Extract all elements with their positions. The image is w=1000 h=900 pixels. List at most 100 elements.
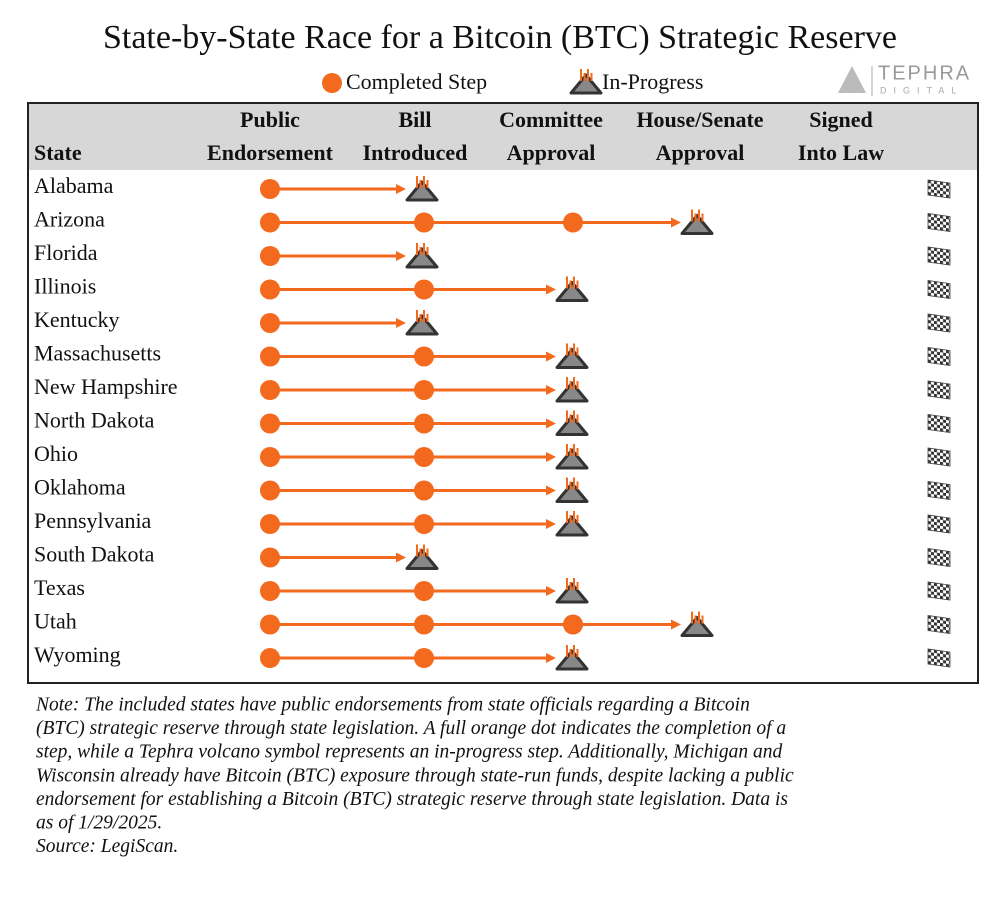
volcano bbox=[555, 511, 589, 537]
volcano bbox=[405, 176, 439, 202]
completed-dot bbox=[260, 346, 280, 367]
finish-flag bbox=[927, 648, 951, 668]
completed-dot bbox=[414, 514, 434, 534]
volcano bbox=[555, 377, 589, 403]
note-line: Note: The included states have public en… bbox=[35, 694, 750, 715]
completed-dot bbox=[260, 313, 280, 333]
state-name: Texas bbox=[34, 575, 85, 600]
legend-volcano bbox=[569, 69, 603, 95]
step-header: Approval bbox=[507, 140, 596, 165]
finish-flag bbox=[927, 179, 951, 199]
title: State-by-State Race for a Bitcoin (BTC) … bbox=[103, 19, 897, 56]
state-name: South Dakota bbox=[34, 542, 155, 567]
completed-dot bbox=[260, 212, 280, 233]
state-header: State bbox=[34, 140, 82, 165]
completed-dot bbox=[260, 480, 280, 501]
state-name: Florida bbox=[34, 240, 98, 265]
legend-completed: Completed Step bbox=[346, 69, 487, 94]
arrowhead bbox=[396, 318, 406, 328]
completed-dot bbox=[260, 413, 280, 434]
flag-cloth bbox=[927, 481, 951, 501]
step-header: Bill bbox=[398, 107, 431, 132]
volcano-cone bbox=[405, 314, 439, 336]
flag-cloth bbox=[927, 380, 951, 400]
finish-flag bbox=[927, 246, 951, 266]
finish-flag bbox=[927, 514, 951, 534]
volcano bbox=[405, 544, 439, 570]
arrowhead bbox=[546, 284, 556, 295]
flag-cloth bbox=[927, 648, 951, 668]
volcano-cone bbox=[405, 180, 439, 202]
volcano-cone bbox=[555, 582, 589, 604]
completed-dot bbox=[260, 447, 280, 467]
volcano bbox=[555, 477, 589, 503]
completed-dot bbox=[563, 212, 583, 233]
volcano bbox=[555, 343, 589, 369]
flag-cloth bbox=[927, 347, 951, 367]
completed-dot bbox=[414, 614, 434, 635]
completed-dot bbox=[414, 447, 434, 467]
completed-dot bbox=[260, 179, 280, 199]
finish-flag bbox=[927, 414, 951, 434]
flag-cloth bbox=[927, 447, 951, 467]
flag-cloth bbox=[927, 280, 951, 300]
flag-cloth bbox=[927, 548, 951, 568]
legend-in-progress: In-Progress bbox=[602, 69, 703, 94]
completed-dot bbox=[414, 380, 434, 400]
logo: TEPHRA DIGITAL bbox=[838, 62, 969, 96]
state-name: Massachusetts bbox=[34, 341, 161, 366]
source: Source: LegiScan. bbox=[36, 836, 178, 857]
step-header: Public bbox=[240, 107, 300, 132]
flag-cloth bbox=[927, 313, 951, 333]
completed-dot bbox=[414, 279, 434, 300]
volcano bbox=[555, 410, 589, 436]
step-header: Approval bbox=[656, 140, 745, 165]
volcano bbox=[680, 611, 714, 637]
arrowhead bbox=[671, 217, 681, 228]
completed-dot bbox=[260, 380, 280, 400]
finish-flag bbox=[927, 213, 951, 233]
arrowhead bbox=[396, 552, 406, 563]
state-name: Alabama bbox=[34, 173, 114, 198]
volcano-cone bbox=[405, 549, 439, 570]
finish-flag bbox=[927, 581, 951, 601]
arrowhead bbox=[671, 619, 681, 630]
volcano-cone bbox=[555, 649, 589, 671]
completed-dot bbox=[563, 614, 583, 635]
completed-dot bbox=[414, 648, 434, 668]
note-line: as of 1/29/2025. bbox=[36, 812, 162, 833]
state-name: Utah bbox=[34, 609, 77, 634]
volcano-cone bbox=[555, 348, 589, 369]
completed-dot bbox=[414, 413, 434, 434]
arrowhead bbox=[546, 586, 556, 596]
note-line: step, while a Tephra volcano symbol repr… bbox=[36, 742, 782, 763]
state-name: New Hampshire bbox=[34, 374, 178, 399]
step-header: House/Senate bbox=[636, 107, 763, 132]
volcano-cone bbox=[405, 247, 439, 269]
state-name: Ohio bbox=[34, 441, 78, 466]
state-name: Oklahoma bbox=[34, 475, 126, 500]
logo-tagline: DIGITAL bbox=[880, 85, 963, 95]
volcano bbox=[555, 276, 589, 302]
header-band bbox=[28, 103, 978, 170]
volcano-cone bbox=[555, 381, 589, 403]
arrowhead bbox=[546, 452, 556, 462]
flag-cloth bbox=[927, 581, 951, 601]
volcano bbox=[555, 578, 589, 604]
arrowhead bbox=[546, 519, 556, 529]
state-name: Arizona bbox=[34, 207, 105, 232]
flag-cloth bbox=[927, 213, 951, 233]
completed-dot bbox=[260, 246, 280, 266]
finish-flag bbox=[927, 615, 951, 635]
volcano bbox=[555, 645, 589, 671]
volcano-cone bbox=[555, 448, 589, 470]
volcano-cone bbox=[555, 482, 589, 503]
volcano-cone bbox=[555, 515, 589, 537]
completed-dot bbox=[414, 212, 434, 233]
completed-dot bbox=[260, 547, 280, 568]
state-name: Kentucky bbox=[34, 307, 120, 332]
state-name: Illinois bbox=[34, 274, 96, 299]
finish-flag bbox=[927, 347, 951, 367]
